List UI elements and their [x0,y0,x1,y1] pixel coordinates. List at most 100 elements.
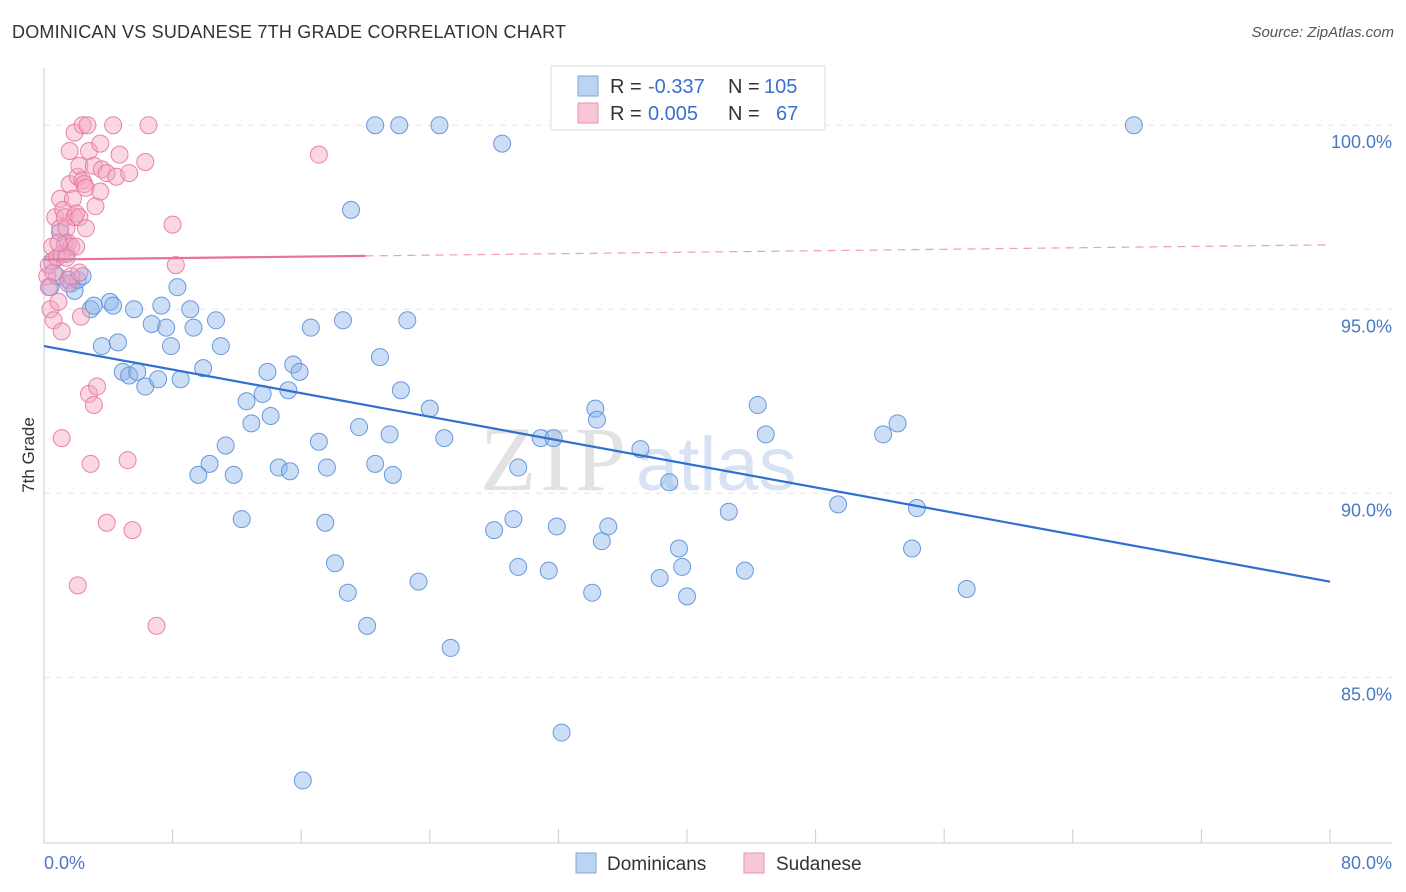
sudanese-point-7 [47,248,66,267]
sudanese-point-29 [70,156,89,175]
y-tick-label-0: 100.0% [1331,132,1392,152]
dominicans-point-14 [100,292,119,311]
x-tick-labels: 0.0% 80.0% [44,853,1392,873]
dominicans-point-51 [317,458,336,477]
stats-legend: R = -0.337 N = 105 R = 0.005 N = 67 [550,65,826,131]
dominicans-point-88 [678,587,696,606]
dominicans-point-84 [650,568,669,587]
dominicans-point-57 [350,418,369,437]
sudanese-point-4 [44,263,63,282]
dominicans-point-65 [409,572,428,591]
dominicans-point-71 [509,458,528,477]
dominicans-point-16 [108,333,127,352]
sudanese-point-54 [120,164,139,183]
legend-swatch-dominicans [577,75,599,97]
dominicans-point-56 [342,200,361,219]
dominicans-point-31 [194,359,213,378]
sudanese-point-37 [76,178,95,197]
sudanese-point-10 [51,219,70,238]
sudanese-point-50 [104,116,123,135]
dominicans-point-82 [599,517,618,536]
sudanese-point-61 [309,145,328,164]
sudanese-point-65 [39,278,58,297]
y-tick-label-1: 95.0% [1341,316,1392,336]
trend-line-dominicans [43,344,1331,583]
y-tick-label-3: 85.0% [1341,684,1392,704]
trend-line-sudanese [43,254,366,261]
sudanese-point-55 [123,521,142,540]
dominicans-point-36 [189,465,208,484]
sudanese-point-30 [70,263,89,282]
dominicans-point-74 [539,561,558,580]
legend-r-label-2: R = [610,103,642,125]
dominicans-point-35 [200,454,219,473]
dominicans-point-34 [216,436,235,455]
dominicans-point-103 [293,771,312,790]
sudanese-point-47 [92,160,111,179]
dominicans-point-20 [125,300,144,319]
sudanese-point-27 [67,204,86,223]
sudanese-point-20 [60,141,79,160]
dominicans-point-70 [504,510,523,529]
sudanese-point-52 [110,145,129,164]
axes [43,68,1392,844]
legend-r-value-1: -0.337 [648,76,705,98]
sudanese-point-23 [63,189,82,208]
sudanese-point-45 [88,377,107,396]
dominicans-point-54 [333,311,352,330]
dominicans-point-86 [669,539,688,558]
dominicans-point-59 [366,454,385,473]
dominicans-point-92 [756,425,775,444]
bottom-legend-label-dominicans: Dominicans [607,854,706,875]
dominicans-point-55 [338,583,357,602]
sudanese-point-66 [91,182,110,201]
dominicans-point-39 [237,392,256,411]
dominicans-point-62 [383,465,402,484]
sudanese-point-63 [49,234,68,253]
dominicans-point-25 [157,318,176,337]
legend-swatch-sudanese [577,102,599,124]
dominicans-point-52 [316,513,335,532]
dominicans-point-26 [161,337,180,356]
sudanese-point-13 [52,429,71,448]
dominicans-point-61 [380,425,399,444]
dominicans-point-48 [290,362,309,381]
dominicans-point-72 [509,557,528,576]
dominicans-point-91 [748,395,767,414]
dominicans-point-64 [398,311,417,330]
dominicans-point-78 [583,583,602,602]
dominicans-point-83 [631,440,650,459]
bottom-legend-swatch-dominicans [575,852,597,874]
legend-n-label-2: N = [728,103,760,125]
legend-n-value-1: 105 [764,76,797,98]
sudanese-point-38 [78,116,97,135]
dominicans-point-99 [390,116,409,135]
sudanese-point-8 [49,292,68,311]
watermark-zip: ZIP [480,408,630,510]
dominicans-point-89 [719,502,738,521]
dominicans-point-42 [258,362,277,381]
sudanese-point-12 [52,322,71,341]
x-tick-label-0: 0.0% [44,853,85,873]
sudanese-point-44 [86,197,105,216]
dominicans-point-23 [149,370,168,389]
sudanese-point-43 [84,395,103,414]
dominicans-point-97 [957,580,976,599]
dominicans-point-90 [735,561,754,580]
trend-line-sudanese-extension [365,244,1331,257]
chart-title: DOMINICAN VS SUDANESE 7TH GRADE CORRELAT… [12,22,567,42]
dominicans-point-76 [547,517,566,536]
dominicans-point-11 [81,300,100,319]
sudanese-point-49 [97,164,116,183]
dominicans-point-102 [1124,116,1143,135]
dominicans-point-15 [104,296,123,315]
dominicans-point-43 [261,407,280,426]
dominicans-point-60 [370,348,389,367]
sudanese-point-59 [163,215,182,234]
dominicans-point-49 [301,318,320,337]
sudanese-point-36 [76,219,95,238]
dominicans-point-44 [269,458,288,477]
legend-r-value-2: 0.005 [648,103,698,125]
source-label: Source: ZipAtlas.com [1251,24,1394,41]
